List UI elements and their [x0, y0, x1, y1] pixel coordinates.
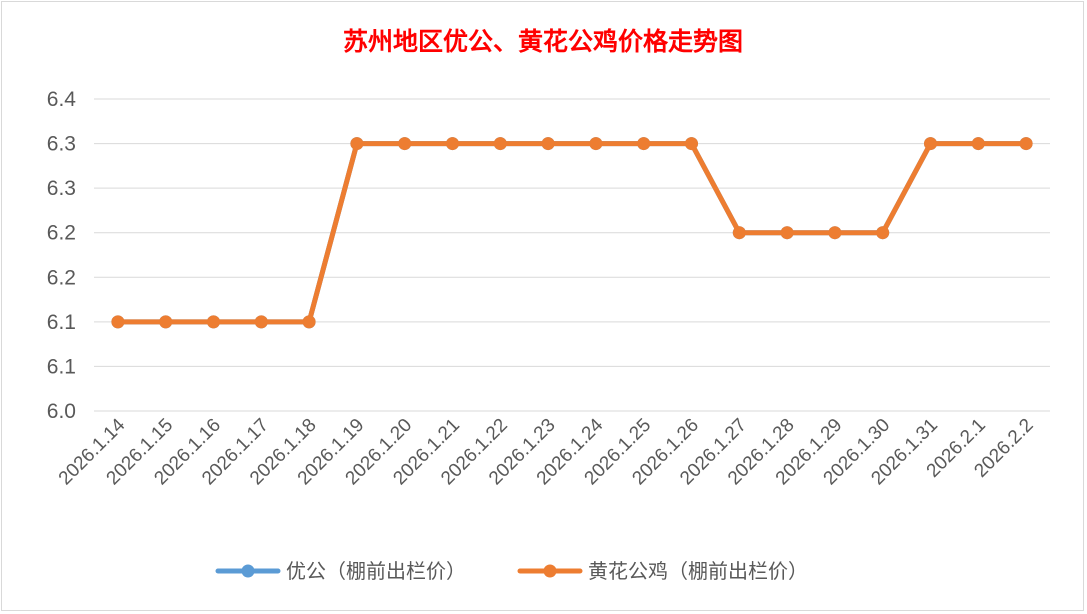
- data-point: [924, 137, 937, 151]
- data-point: [302, 315, 316, 329]
- y-tick-label: 6.3: [47, 133, 76, 156]
- legend-swatch-marker: [543, 564, 557, 578]
- y-tick-label: 6.2: [47, 222, 76, 245]
- data-point: [254, 315, 268, 329]
- data-point: [350, 137, 364, 151]
- data-point: [589, 137, 603, 151]
- y-tick-label: 6.1: [47, 355, 76, 378]
- y-tick-label: 6.0: [47, 400, 76, 423]
- legend: 优公（棚前出栏价） 黄花公鸡（棚前出栏价）: [215, 559, 808, 583]
- legend-label: 优公（棚前出栏价）: [286, 559, 466, 583]
- legend-item-2: 黄花公鸡（棚前出栏价）: [517, 559, 808, 583]
- data-point: [876, 226, 890, 240]
- legend-swatch-marker: [241, 564, 255, 578]
- data-point: [732, 226, 746, 240]
- series-2: [111, 137, 1033, 329]
- data-point: [398, 137, 412, 151]
- data-point: [207, 315, 220, 329]
- data-point: [493, 137, 507, 151]
- y-tick-label: 6.3: [47, 177, 76, 200]
- data-point: [541, 137, 555, 151]
- y-tick-label: 6.1: [47, 311, 76, 334]
- data-point: [1019, 137, 1033, 151]
- data-point: [446, 137, 459, 151]
- legend-label: 黄花公鸡（棚前出栏价）: [588, 559, 808, 583]
- x-axis-ticks: 2026.1.142026.1.152026.1.162026.1.172026…: [55, 414, 1038, 489]
- data-point: [685, 137, 698, 151]
- data-point: [637, 137, 651, 151]
- series-layer: [111, 137, 1033, 329]
- data-point: [159, 315, 173, 329]
- series-line: [115, 141, 1029, 325]
- y-tick-label: 6.4: [47, 88, 77, 111]
- data-point: [111, 315, 125, 329]
- data-point: [828, 226, 842, 240]
- data-point: [780, 226, 794, 240]
- y-axis-ticks: 6.0 6.1 6.1 6.2 6.2 6.3 6.3 6.4: [47, 88, 77, 423]
- legend-item-1: 优公（棚前出栏价）: [215, 559, 466, 583]
- data-point: [971, 137, 985, 151]
- grid-layer: [94, 98, 1050, 412]
- chart-title: 苏州地区优公、黄花公鸡价格走势图: [343, 27, 743, 56]
- y-tick-label: 6.2: [47, 266, 76, 289]
